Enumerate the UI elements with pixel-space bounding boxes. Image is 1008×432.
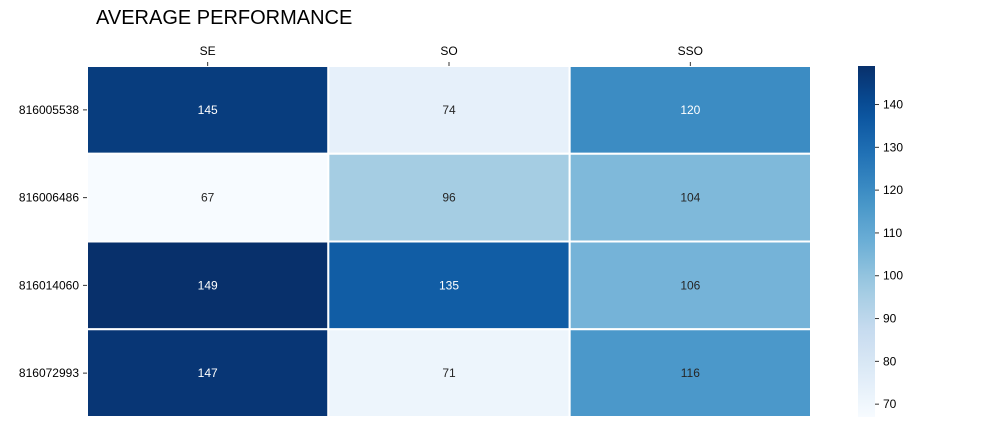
cell-value-label: 147 — [198, 366, 218, 380]
row-label: 816006486 — [19, 191, 79, 205]
cell-value-label: 120 — [680, 103, 700, 117]
heatmap-cell — [86, 65, 330, 155]
heatmap-cell — [86, 152, 330, 243]
heatmap-cells: 145 74 120 67 96 104 149 135 106 147 71 116 — [86, 65, 813, 418]
colorbar-gradient — [858, 66, 875, 417]
colorbar-tick-label: 80 — [883, 354, 897, 368]
cell-value-label: 135 — [439, 278, 459, 292]
cell-value-label: 96 — [442, 191, 456, 205]
cell-value-label: 106 — [680, 278, 700, 292]
colorbar-tick-label: 120 — [883, 183, 903, 197]
cell-value-label: 71 — [442, 366, 456, 380]
cell-value-label: 149 — [198, 278, 218, 292]
heatmap-cell — [568, 328, 813, 418]
column-label: SE — [200, 44, 216, 58]
heatmap-cell — [327, 65, 571, 155]
cell-value-label: 145 — [198, 103, 218, 117]
chart-title: AVERAGE PERFORMANCE — [96, 7, 352, 29]
colorbar-tick-label: 130 — [883, 140, 903, 154]
colorbar-tick-label: 70 — [883, 397, 897, 411]
cell-value-label: 116 — [681, 366, 700, 380]
column-label: SO — [440, 44, 457, 58]
colorbar-tick-label: 140 — [883, 98, 903, 112]
row-tick-labels: 816005538 816006486 816014060 816072993 — [19, 103, 87, 380]
colorbar: 70 80 90 100 110 120 130 140 — [858, 66, 903, 417]
colorbar-tick-label: 110 — [883, 226, 902, 240]
colorbar-tick-label: 100 — [883, 269, 903, 283]
row-label: 816014060 — [19, 278, 79, 292]
heatmap-cell — [327, 240, 571, 331]
column-label: SSO — [678, 44, 703, 58]
heatmap-cell — [86, 328, 330, 418]
cell-value-label: 67 — [201, 191, 215, 205]
cell-value-label: 74 — [442, 103, 456, 117]
row-label: 816072993 — [19, 366, 79, 380]
row-label: 816005538 — [19, 103, 79, 117]
cell-value-label: 104 — [680, 191, 700, 205]
colorbar-tick-label: 90 — [883, 312, 897, 326]
heatmap-cell — [568, 152, 813, 243]
column-tick-labels: SE SO SSO — [200, 44, 703, 66]
